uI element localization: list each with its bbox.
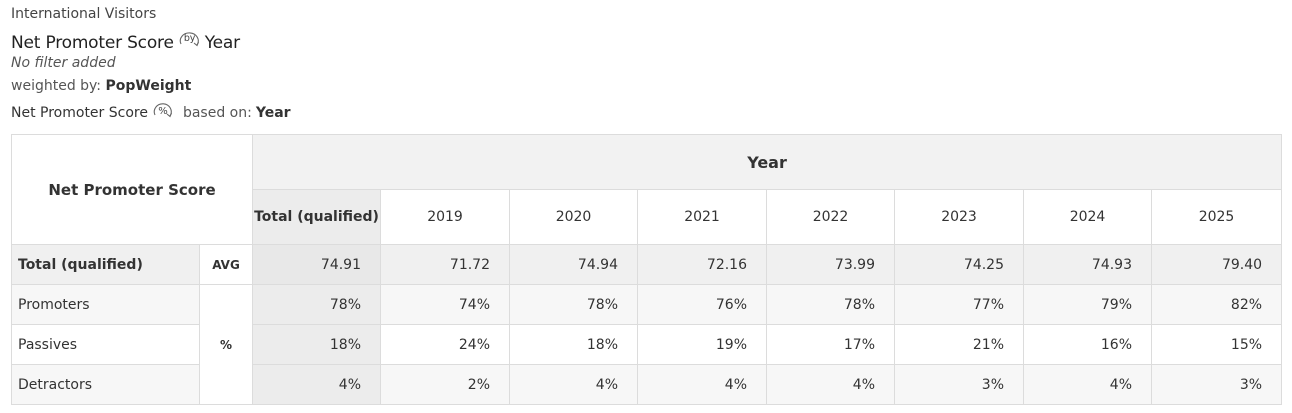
table-row-promoters: Promoters % 78% 74% 78% 76% 78% 77% 79% … — [11, 284, 1283, 405]
column-header-2023[interactable]: 2023 — [894, 189, 1025, 245]
metric-name: Net Promoter Score — [11, 32, 174, 53]
table-cell: 82% — [1151, 284, 1283, 325]
weighted-label: weighted by: — [11, 78, 102, 94]
by-dimension: Year — [204, 32, 240, 53]
based-on-value[interactable]: Year — [255, 105, 291, 121]
column-header-2025[interactable]: 2025 — [1151, 189, 1283, 245]
table-cell: 16% — [1023, 324, 1153, 365]
report-title: Net Promoter Score by Year — [11, 29, 240, 56]
column-header-2019[interactable]: 2019 — [380, 189, 511, 245]
table-cell: 3% — [894, 364, 1025, 405]
column-header-total[interactable]: Total (qualified) — [252, 189, 382, 245]
base-metric: Net Promoter Score — [11, 105, 148, 121]
table-cell: 4% — [509, 364, 639, 405]
stat-label-avg: AVG — [198, 244, 254, 285]
table-cell: 76% — [637, 284, 768, 325]
table-cell: 72.16 — [637, 244, 768, 285]
table-row-detractors: Detractors 4% 2% 4% 4% 4% 3% 4% 3% — [11, 364, 1283, 405]
table-cell: 79.40 — [1151, 244, 1283, 285]
table-cell: 74.91 — [252, 244, 382, 285]
table-cell: 4% — [637, 364, 768, 405]
table-cell: 4% — [1023, 364, 1153, 405]
weighting-info: weighted by: PopWeight — [11, 78, 191, 94]
table-row-passives: Passives 18% 24% 18% 19% 17% 21% 16% 15% — [11, 324, 1283, 365]
pct-badge-text: % — [158, 106, 168, 117]
table-cell: 15% — [1151, 324, 1283, 365]
column-header-2022[interactable]: 2022 — [766, 189, 896, 245]
column-dimension-header[interactable]: Year — [252, 134, 1283, 190]
crosstab-table: Net Promoter Score Year Total (qualified… — [10, 134, 1283, 405]
row-label-passives[interactable]: Passives — [11, 324, 200, 365]
column-header-2024[interactable]: 2024 — [1023, 189, 1153, 245]
table-cell: 74.25 — [894, 244, 1025, 285]
table-cell: 78% — [252, 284, 382, 325]
table-cell: 3% — [1151, 364, 1283, 405]
table-cell: 4% — [252, 364, 382, 405]
table-row-total: Total (qualified) AVG 74.91 71.72 74.94 … — [11, 244, 1283, 285]
stat-label-percent: % — [198, 284, 254, 405]
table-cell: 19% — [637, 324, 768, 365]
table-cell: 78% — [766, 284, 896, 325]
table-cell: 74.93 — [1023, 244, 1153, 285]
based-on-label: based on: — [182, 105, 252, 121]
base-info: Net Promoter Score % based on: Year — [11, 100, 291, 126]
row-label-promoters[interactable]: Promoters — [11, 284, 200, 325]
weight-variable[interactable]: PopWeight — [105, 78, 192, 94]
table-cell: 2% — [380, 364, 511, 405]
row-label-detractors[interactable]: Detractors — [11, 364, 200, 405]
row-dimension-header[interactable]: Net Promoter Score — [10, 134, 254, 245]
row-label-total[interactable]: Total (qualified) — [11, 244, 200, 285]
report-group-label: International Visitors — [11, 6, 157, 22]
table-cell: 4% — [766, 364, 896, 405]
percent-icon[interactable]: % — [151, 100, 175, 126]
table-cell: 78% — [509, 284, 639, 325]
table-cell: 17% — [766, 324, 896, 365]
by-badge-text: by — [184, 33, 196, 44]
table-cell: 24% — [380, 324, 511, 365]
table-cell: 79% — [1023, 284, 1153, 325]
column-header-2020[interactable]: 2020 — [509, 189, 639, 245]
table-cell: 21% — [894, 324, 1025, 365]
column-header-2021[interactable]: 2021 — [637, 189, 768, 245]
filter-status[interactable]: No filter added — [11, 55, 116, 71]
table-cell: 73.99 — [766, 244, 896, 285]
table-cell: 18% — [252, 324, 382, 365]
by-icon[interactable]: by — [177, 29, 203, 56]
table-cell: 74.94 — [509, 244, 639, 285]
table-cell: 18% — [509, 324, 639, 365]
table-cell: 77% — [894, 284, 1025, 325]
table-cell: 74% — [380, 284, 511, 325]
table-cell: 71.72 — [380, 244, 511, 285]
